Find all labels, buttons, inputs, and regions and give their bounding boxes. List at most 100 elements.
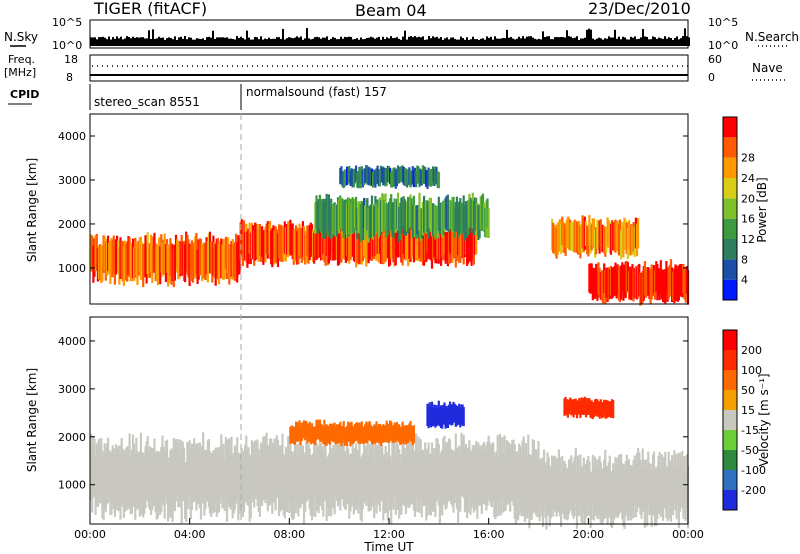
nsky-bar	[138, 37, 140, 46]
nsky-bar	[184, 36, 186, 46]
heatmap-cell	[376, 445, 379, 502]
freq-tick-top: 18	[64, 53, 78, 66]
nsky-tick-bottom: 10^0	[52, 39, 82, 52]
colorbar-swatch	[723, 390, 737, 410]
nsky-bar	[194, 39, 196, 46]
heatmap-cell	[250, 440, 253, 499]
colorbar-tick-label: 200	[741, 344, 762, 357]
nsky-bar	[248, 37, 250, 46]
heatmap-cell	[620, 265, 623, 300]
heatmap-cell	[396, 192, 400, 231]
heatmap-cell	[459, 198, 462, 232]
nsky-label: N.Sky	[4, 30, 38, 44]
heatmap-cell	[334, 427, 337, 445]
heatmap-cell	[421, 451, 424, 505]
heatmap-cell	[172, 438, 175, 506]
nsky-bar	[456, 39, 458, 46]
heatmap-cell	[603, 399, 606, 415]
heatmap-cell	[598, 401, 601, 419]
nsky-bar	[640, 37, 642, 46]
nsky-bar	[372, 37, 374, 46]
nsky-bar	[588, 28, 590, 46]
nsky-bar	[490, 36, 492, 46]
heatmap-cell	[455, 226, 458, 261]
nsky-bar	[326, 36, 328, 46]
heatmap-cell	[442, 404, 445, 425]
heatmap-cell	[556, 223, 559, 255]
heatmap-cell	[122, 450, 125, 518]
heatmap-cell	[205, 237, 208, 275]
heatmap-cell	[591, 218, 594, 245]
heatmap-cell	[603, 226, 606, 254]
x-tick-label: 00:00	[672, 528, 704, 541]
nsky-bar	[126, 36, 128, 46]
nsky-bar	[270, 38, 272, 46]
heatmap-cell	[553, 455, 556, 511]
heatmap-cell	[663, 271, 666, 303]
nsky-bar	[162, 37, 164, 46]
heatmap-cell	[379, 233, 383, 264]
nsky-bar	[254, 36, 256, 46]
nsky-bar	[300, 36, 302, 46]
heatmap-cell	[560, 471, 563, 528]
heatmap-cell	[522, 462, 525, 517]
colorbar-swatch	[723, 198, 737, 219]
nsky-bar	[278, 37, 280, 46]
colorbar-tick-label: 100	[741, 364, 762, 377]
heatmap-cell	[396, 226, 400, 258]
heatmap-cell	[261, 444, 264, 506]
nsky-bar	[468, 39, 470, 46]
heatmap-cell	[650, 264, 653, 300]
heatmap-cell	[598, 267, 601, 298]
heatmap-cell	[513, 456, 516, 519]
nsky-bar	[302, 39, 304, 46]
heatmap-cell	[567, 399, 571, 415]
heatmap-cell	[341, 172, 344, 187]
heatmap-cell	[151, 244, 154, 283]
heatmap-cell	[654, 270, 657, 300]
nsky-panel	[89, 19, 689, 49]
heatmap-cell	[400, 166, 403, 183]
heatmap-cell	[678, 452, 682, 512]
heatmap-cell	[425, 200, 428, 234]
colorbar-tick-label: 24	[741, 172, 755, 185]
nsky-bar	[146, 38, 148, 46]
heatmap-cell	[598, 455, 601, 515]
heatmap-cell	[334, 230, 337, 260]
heatmap-cell	[684, 270, 687, 303]
heatmap-cell	[134, 453, 137, 520]
nsky-bar	[436, 36, 438, 46]
heatmap-cell	[665, 471, 668, 518]
heatmap-cell	[331, 423, 334, 442]
heatmap-cell	[435, 205, 438, 239]
heatmap-cell	[139, 432, 142, 500]
nsky-bar	[408, 36, 410, 46]
nsky-bar	[378, 36, 380, 46]
nsky-bar	[102, 36, 104, 46]
nsky-bar	[618, 36, 620, 46]
nsky-bar	[556, 37, 558, 46]
nsky-bar	[328, 39, 330, 46]
nsky-tick-top: 10^5	[52, 16, 82, 29]
heatmap-cell	[268, 438, 272, 505]
heatmap-cell	[317, 422, 320, 440]
heatmap-cell	[588, 215, 591, 246]
heatmap-cell	[376, 165, 379, 184]
heatmap-cell	[111, 239, 114, 278]
colorbar-frame	[722, 329, 738, 511]
heatmap-cell	[415, 433, 418, 499]
heatmap-cell	[480, 451, 483, 514]
heatmap-cell	[341, 426, 344, 443]
nsky-bar	[340, 36, 342, 46]
heatmap-cell	[578, 398, 581, 415]
nsky-bar	[524, 38, 526, 46]
nsky-bar	[244, 39, 246, 46]
heatmap-cell	[612, 267, 615, 298]
nsky-bar	[488, 37, 490, 46]
heatmap-cell	[480, 195, 483, 232]
heatmap-cell	[445, 232, 448, 262]
heatmap-cell	[455, 406, 458, 426]
heatmap-cell	[467, 230, 470, 264]
colorbar-tick-label: -200	[741, 484, 766, 497]
heatmap-cell	[178, 449, 181, 508]
